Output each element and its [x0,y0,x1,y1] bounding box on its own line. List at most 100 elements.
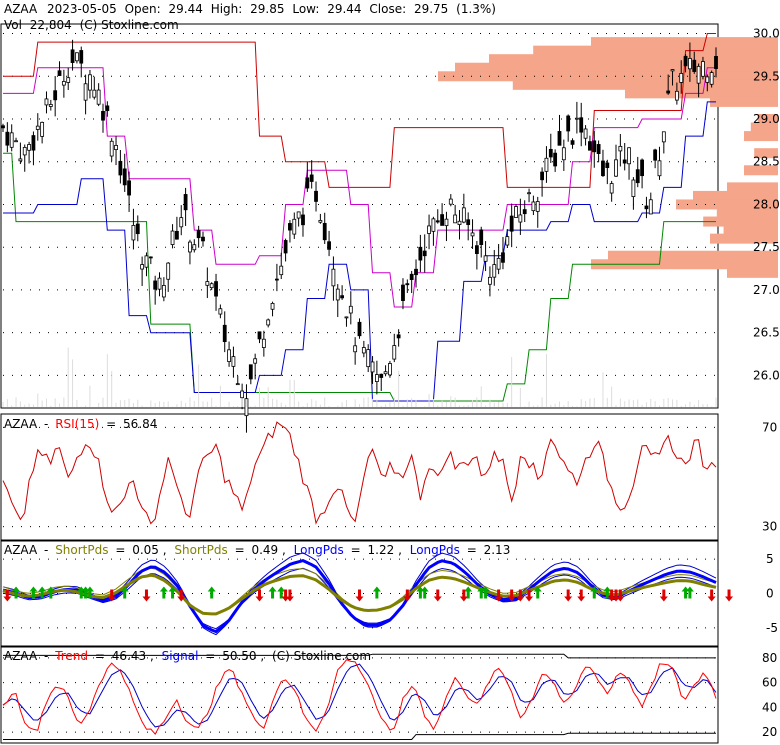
candle-body [157,277,162,290]
shortpds-name-2: ShortPds [174,543,227,557]
candle-body [453,214,458,224]
candle-body [418,246,423,261]
volume-profile-bar [727,267,778,278]
candle-body [466,219,471,226]
volume-bar [159,401,161,407]
header-symbol: AZAA [4,2,38,16]
volume-bar [619,398,621,407]
volume-bar [511,357,513,407]
candle-body [214,281,218,297]
candle-body [405,283,410,286]
volume-bar [311,399,313,407]
candle-body [666,90,671,94]
trend-lower-band [3,732,716,740]
candle-body [383,371,388,375]
volume-profile-bar [723,225,778,236]
trend-upper-band [3,653,716,659]
candle-body [483,255,488,262]
volume-bar [672,399,674,407]
volume-bar [285,404,287,407]
volume-bar [398,370,400,407]
volume-bar [163,401,165,407]
trend-value: 46.43 [112,649,146,663]
volume-profile-bar [750,122,778,133]
candle-body [661,131,666,143]
shortpds-title: AZAA - ShortPds = 0.05 , ShortPds = 0.49… [4,543,510,557]
volume-bar [328,406,330,407]
shortpds-symbol: AZAA [4,543,38,557]
candle-body [714,55,718,69]
signal-series-line [2,663,717,728]
candle-body [70,49,75,63]
candle-body [322,222,327,241]
volume-profile-bar [703,216,778,227]
candle-body [22,147,27,156]
candle-body [88,74,92,91]
candle-body [601,160,605,177]
volume-bar [115,402,117,407]
volume-bar [658,405,660,407]
candle-body [179,217,184,228]
candle-body [118,160,123,176]
candle-body [427,225,431,234]
trend-lines [2,653,717,740]
volume-bar [63,397,65,407]
price-tick-label: 27.5 [753,240,780,254]
candle-body [14,140,18,143]
candle-body [257,331,262,340]
volume-bar [428,394,430,407]
volume-bar [72,359,74,407]
mid-channel-line [3,67,716,308]
price-gridlines [3,33,716,376]
candle-body [109,140,114,157]
header-date: 2023-05-05 [47,2,117,16]
candle-body [401,284,405,301]
candle-body [474,245,479,254]
candle-body [44,98,49,106]
sell-arrow-icon [433,589,442,602]
candle-body [422,250,427,257]
volume-profile-bar [438,71,778,82]
volume-profile-bar [727,182,778,193]
volume-bar [41,400,43,407]
candle-body [135,223,140,235]
volume-bar [645,402,647,407]
candle-body [140,264,145,270]
candle-body [227,349,231,362]
signal-value: 50.50 [222,649,256,663]
candle-body [683,55,688,67]
volume-bar [711,406,713,407]
candle-body [518,214,523,223]
candle-body [370,361,375,373]
volume-bar [237,406,239,407]
longpds-value-2: 2.13 [484,543,511,557]
candle-body [274,278,279,281]
price-tick-label: 27.0 [753,283,780,297]
volume-bar [585,400,587,407]
volume-bar [715,397,717,407]
volume-bar [354,399,356,407]
volume-bar [567,400,569,407]
volume-bar [550,404,552,407]
candle-body [596,144,601,155]
candle-body [492,264,497,278]
buy-arrow-icon [420,586,429,599]
candle-body [557,131,562,146]
volume-bar [85,405,87,407]
candle-body [488,276,492,285]
candle-body [331,268,336,287]
candle-body [388,363,392,376]
candle-body [296,211,301,219]
buy-arrow-icon [533,586,542,599]
buy-arrow-icon [685,586,694,599]
candle-body [622,159,627,164]
candle-body [701,61,705,77]
volume-bar [276,399,278,407]
candle-body [535,201,540,212]
rsi-panel-frame [0,413,719,541]
volume-bar [554,403,556,407]
volume-bar [245,399,247,407]
volume-bar [345,400,347,407]
candle-body [161,285,166,298]
volume-bar [228,401,230,407]
